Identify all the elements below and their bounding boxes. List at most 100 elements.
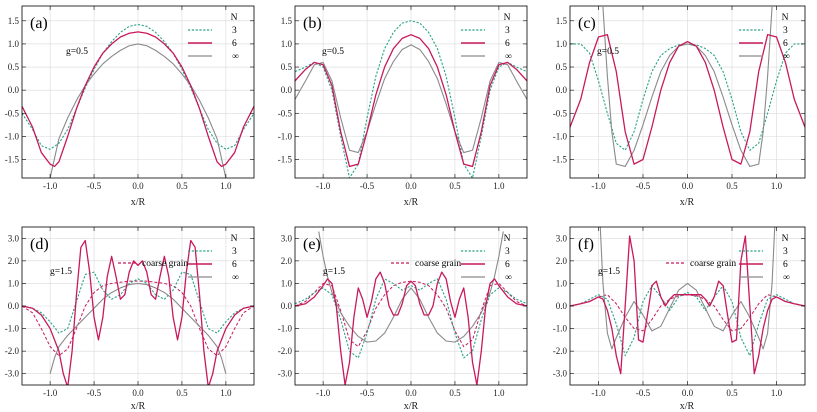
axis-ticks: -1.5 -1.0 -0.5 0.0 0.5 1.0 1.5 -1.0 -0.5 0.0 0.5 1.…: [278, 6, 527, 191]
y-tick-label: -1.0: [5, 131, 20, 141]
x-tick-label: 0.5: [726, 388, 738, 398]
y-tick-label: 1.0: [8, 39, 20, 49]
x-axis-label: x/R: [680, 197, 695, 208]
legend: N 3 6 ∞: [461, 13, 512, 62]
x-tick-label: 1.0: [493, 388, 505, 398]
grid-lines: [570, 6, 805, 178]
y-tick-label: -0.5: [278, 108, 293, 118]
g-annotation: g=1.5: [598, 267, 620, 277]
y-tick-label: 0.0: [556, 301, 568, 311]
panel-label: (c): [578, 15, 596, 32]
legend-label-coarse-grain: coarse grain: [142, 259, 188, 269]
series-line-6: [22, 239, 254, 385]
legend-label-6: 6: [232, 260, 237, 270]
legend: N 3 6 ∞: [188, 13, 239, 62]
y-tick-label: -0.5: [553, 108, 568, 118]
legend-title: N: [782, 13, 789, 23]
y-tick-label: 0.0: [8, 85, 20, 95]
panel-label: (d): [30, 236, 49, 253]
y-tick-label: 1.0: [556, 278, 568, 288]
legend-label-coarse-grain: coarse grain: [690, 259, 736, 269]
g-annotation: g=0.5: [597, 47, 619, 57]
series-lines: [570, 6, 805, 167]
legend-label-3: 3: [505, 26, 510, 36]
x-axis-label: x/R: [680, 401, 695, 412]
x-axis-label: x/R: [404, 401, 419, 412]
legend-label-6: 6: [232, 39, 237, 49]
legend-label-inf: ∞: [505, 273, 512, 283]
legend-label-inf: ∞: [783, 273, 790, 283]
y-tick-label: 2.0: [8, 256, 20, 266]
x-tick-label: -0.5: [87, 388, 102, 398]
legend-label-3: 3: [505, 247, 510, 257]
series-line-6: [22, 31, 254, 168]
x-tick-label: 1.0: [771, 181, 783, 191]
panel-label: (f): [578, 236, 594, 253]
series-line-3: [22, 271, 254, 334]
x-tick-label: 0.5: [449, 388, 461, 398]
y-tick-label: -3.0: [5, 369, 20, 379]
x-tick-label: -1.0: [316, 181, 331, 191]
x-tick-label: 0.5: [176, 181, 188, 191]
axis-ticks: -1.5 -1.0 -0.5 0.0 0.5 1.0 1.5 -1.0 -0.5 0.0 0.5 1.…: [553, 6, 805, 191]
x-axis-label: x/R: [404, 197, 419, 208]
y-tick-label: 3.0: [556, 233, 568, 243]
y-tick-label: -1.0: [278, 324, 293, 334]
x-tick-label: 0.5: [726, 181, 738, 191]
legend-title: N: [231, 234, 238, 244]
legend-title: N: [231, 13, 238, 23]
legend-label-coarse-grain: coarse grain: [415, 259, 461, 269]
y-tick-label: 0.0: [8, 301, 20, 311]
y-tick-label: 1.0: [556, 39, 568, 49]
panel-a: -1.5 -1.0 -0.5 0.0 0.5 1.0 1.5 -1.0 -0.5 0.0 0.5 1.…: [5, 5, 255, 208]
x-tick-label: 1.0: [220, 181, 232, 191]
series-lines: [22, 239, 254, 385]
series-lines: [295, 20, 527, 178]
g-annotation: g=0.5: [66, 47, 88, 57]
panel-b: -1.5 -1.0 -0.5 0.0 0.5 1.0 1.5 -1.0 -0.5 0.0 0.5 1.…: [278, 5, 528, 208]
y-tick-label: 1.0: [281, 278, 293, 288]
x-tick-label: -0.5: [87, 181, 102, 191]
grid-lines: [295, 6, 527, 178]
legend-label-inf: ∞: [232, 52, 239, 62]
y-tick-label: 1.5: [8, 16, 20, 26]
series-line-3: [570, 285, 805, 357]
x-tick-label: 1.0: [220, 388, 232, 398]
series-line-inf: [602, 6, 773, 167]
legend-label-6: 6: [783, 260, 788, 270]
panel-label: (e): [303, 236, 321, 253]
x-axis-label: x/R: [131, 401, 146, 412]
y-tick-label: 0.5: [8, 62, 20, 72]
x-tick-label: 1.0: [493, 181, 505, 191]
legend-label-inf: ∞: [232, 273, 239, 283]
y-tick-label: 0.5: [556, 62, 568, 72]
y-tick-label: -2.0: [278, 346, 293, 356]
series-line-coarsemgrain: [22, 280, 254, 357]
legend-label-3: 3: [783, 247, 788, 257]
grid-lines: [570, 227, 805, 385]
y-tick-label: 0.5: [281, 62, 293, 72]
y-tick-label: 1.0: [281, 39, 293, 49]
axis-ticks: -3.0 -2.0 -1.0 0.0 1.0 2.0 3.0 -1.0 -0.5 0.0 0.5 1.…: [278, 227, 527, 398]
series-line-6: [570, 34, 805, 165]
series-line-inf: [49, 43, 227, 178]
x-tick-label: -1.0: [43, 388, 58, 398]
y-tick-label: -1.0: [5, 324, 20, 334]
series-lines: [295, 231, 527, 385]
series-line-6: [295, 34, 527, 168]
series-line-6: [295, 271, 527, 385]
x-tick-label: -0.5: [360, 181, 375, 191]
legend-title: N: [782, 234, 789, 244]
x-tick-label: 0.0: [682, 181, 694, 191]
legend-title: N: [504, 234, 511, 244]
legend-label-inf: ∞: [783, 52, 790, 62]
legend-label-inf: ∞: [505, 52, 512, 62]
x-tick-label: 0.5: [176, 388, 188, 398]
y-tick-label: 3.0: [281, 233, 293, 243]
series-line-inf: [295, 44, 527, 154]
y-tick-label: -1.0: [553, 131, 568, 141]
y-tick-label: 2.0: [281, 256, 293, 266]
y-tick-label: 0.0: [281, 85, 293, 95]
series-line-6: [570, 235, 805, 375]
